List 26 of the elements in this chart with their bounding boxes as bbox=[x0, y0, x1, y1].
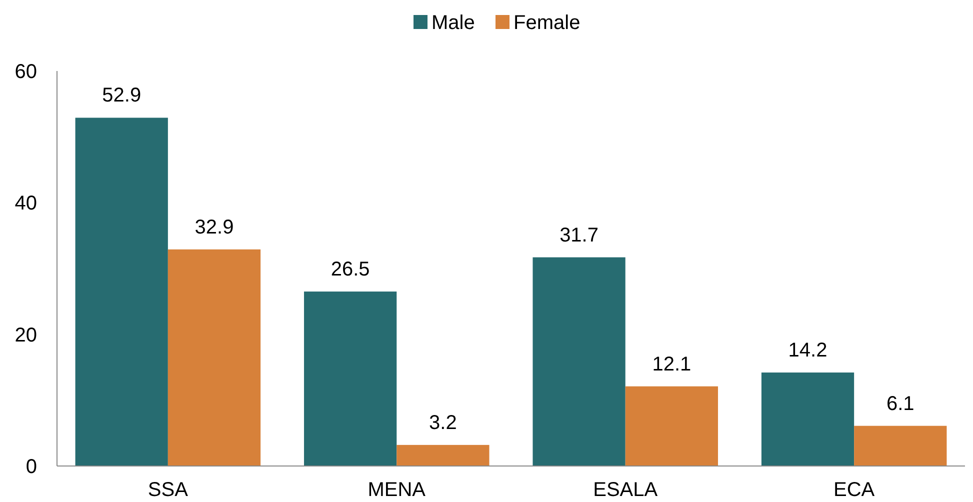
data-label: 6.1 bbox=[886, 392, 914, 415]
x-tick-label: MENA bbox=[368, 479, 426, 501]
bar bbox=[168, 249, 261, 466]
data-label: 31.7 bbox=[560, 224, 599, 246]
data-label: 12.1 bbox=[652, 353, 692, 376]
bar bbox=[396, 444, 490, 466]
bar bbox=[532, 257, 626, 466]
bar bbox=[625, 386, 718, 466]
x-tick-label: ECA bbox=[834, 479, 876, 501]
bar bbox=[75, 118, 168, 466]
data-label: 14.2 bbox=[788, 340, 828, 362]
data-label: 3.2 bbox=[429, 412, 457, 434]
y-tick-label: 20 bbox=[14, 324, 37, 346]
bar bbox=[854, 426, 947, 466]
bar bbox=[304, 292, 397, 466]
x-tick-label: SSA bbox=[148, 479, 189, 501]
legend-label: Female bbox=[514, 12, 580, 34]
bar bbox=[761, 372, 854, 466]
data-label: 52.9 bbox=[102, 84, 142, 107]
legend-label: Male bbox=[432, 12, 475, 34]
data-label: 32.9 bbox=[194, 216, 234, 238]
data-label: 26.5 bbox=[330, 258, 370, 281]
y-tick-label: 60 bbox=[14, 61, 37, 83]
x-tick-label: ESALA bbox=[593, 479, 658, 501]
y-tick-label: 40 bbox=[14, 192, 37, 215]
y-tick-label: 0 bbox=[26, 456, 37, 478]
